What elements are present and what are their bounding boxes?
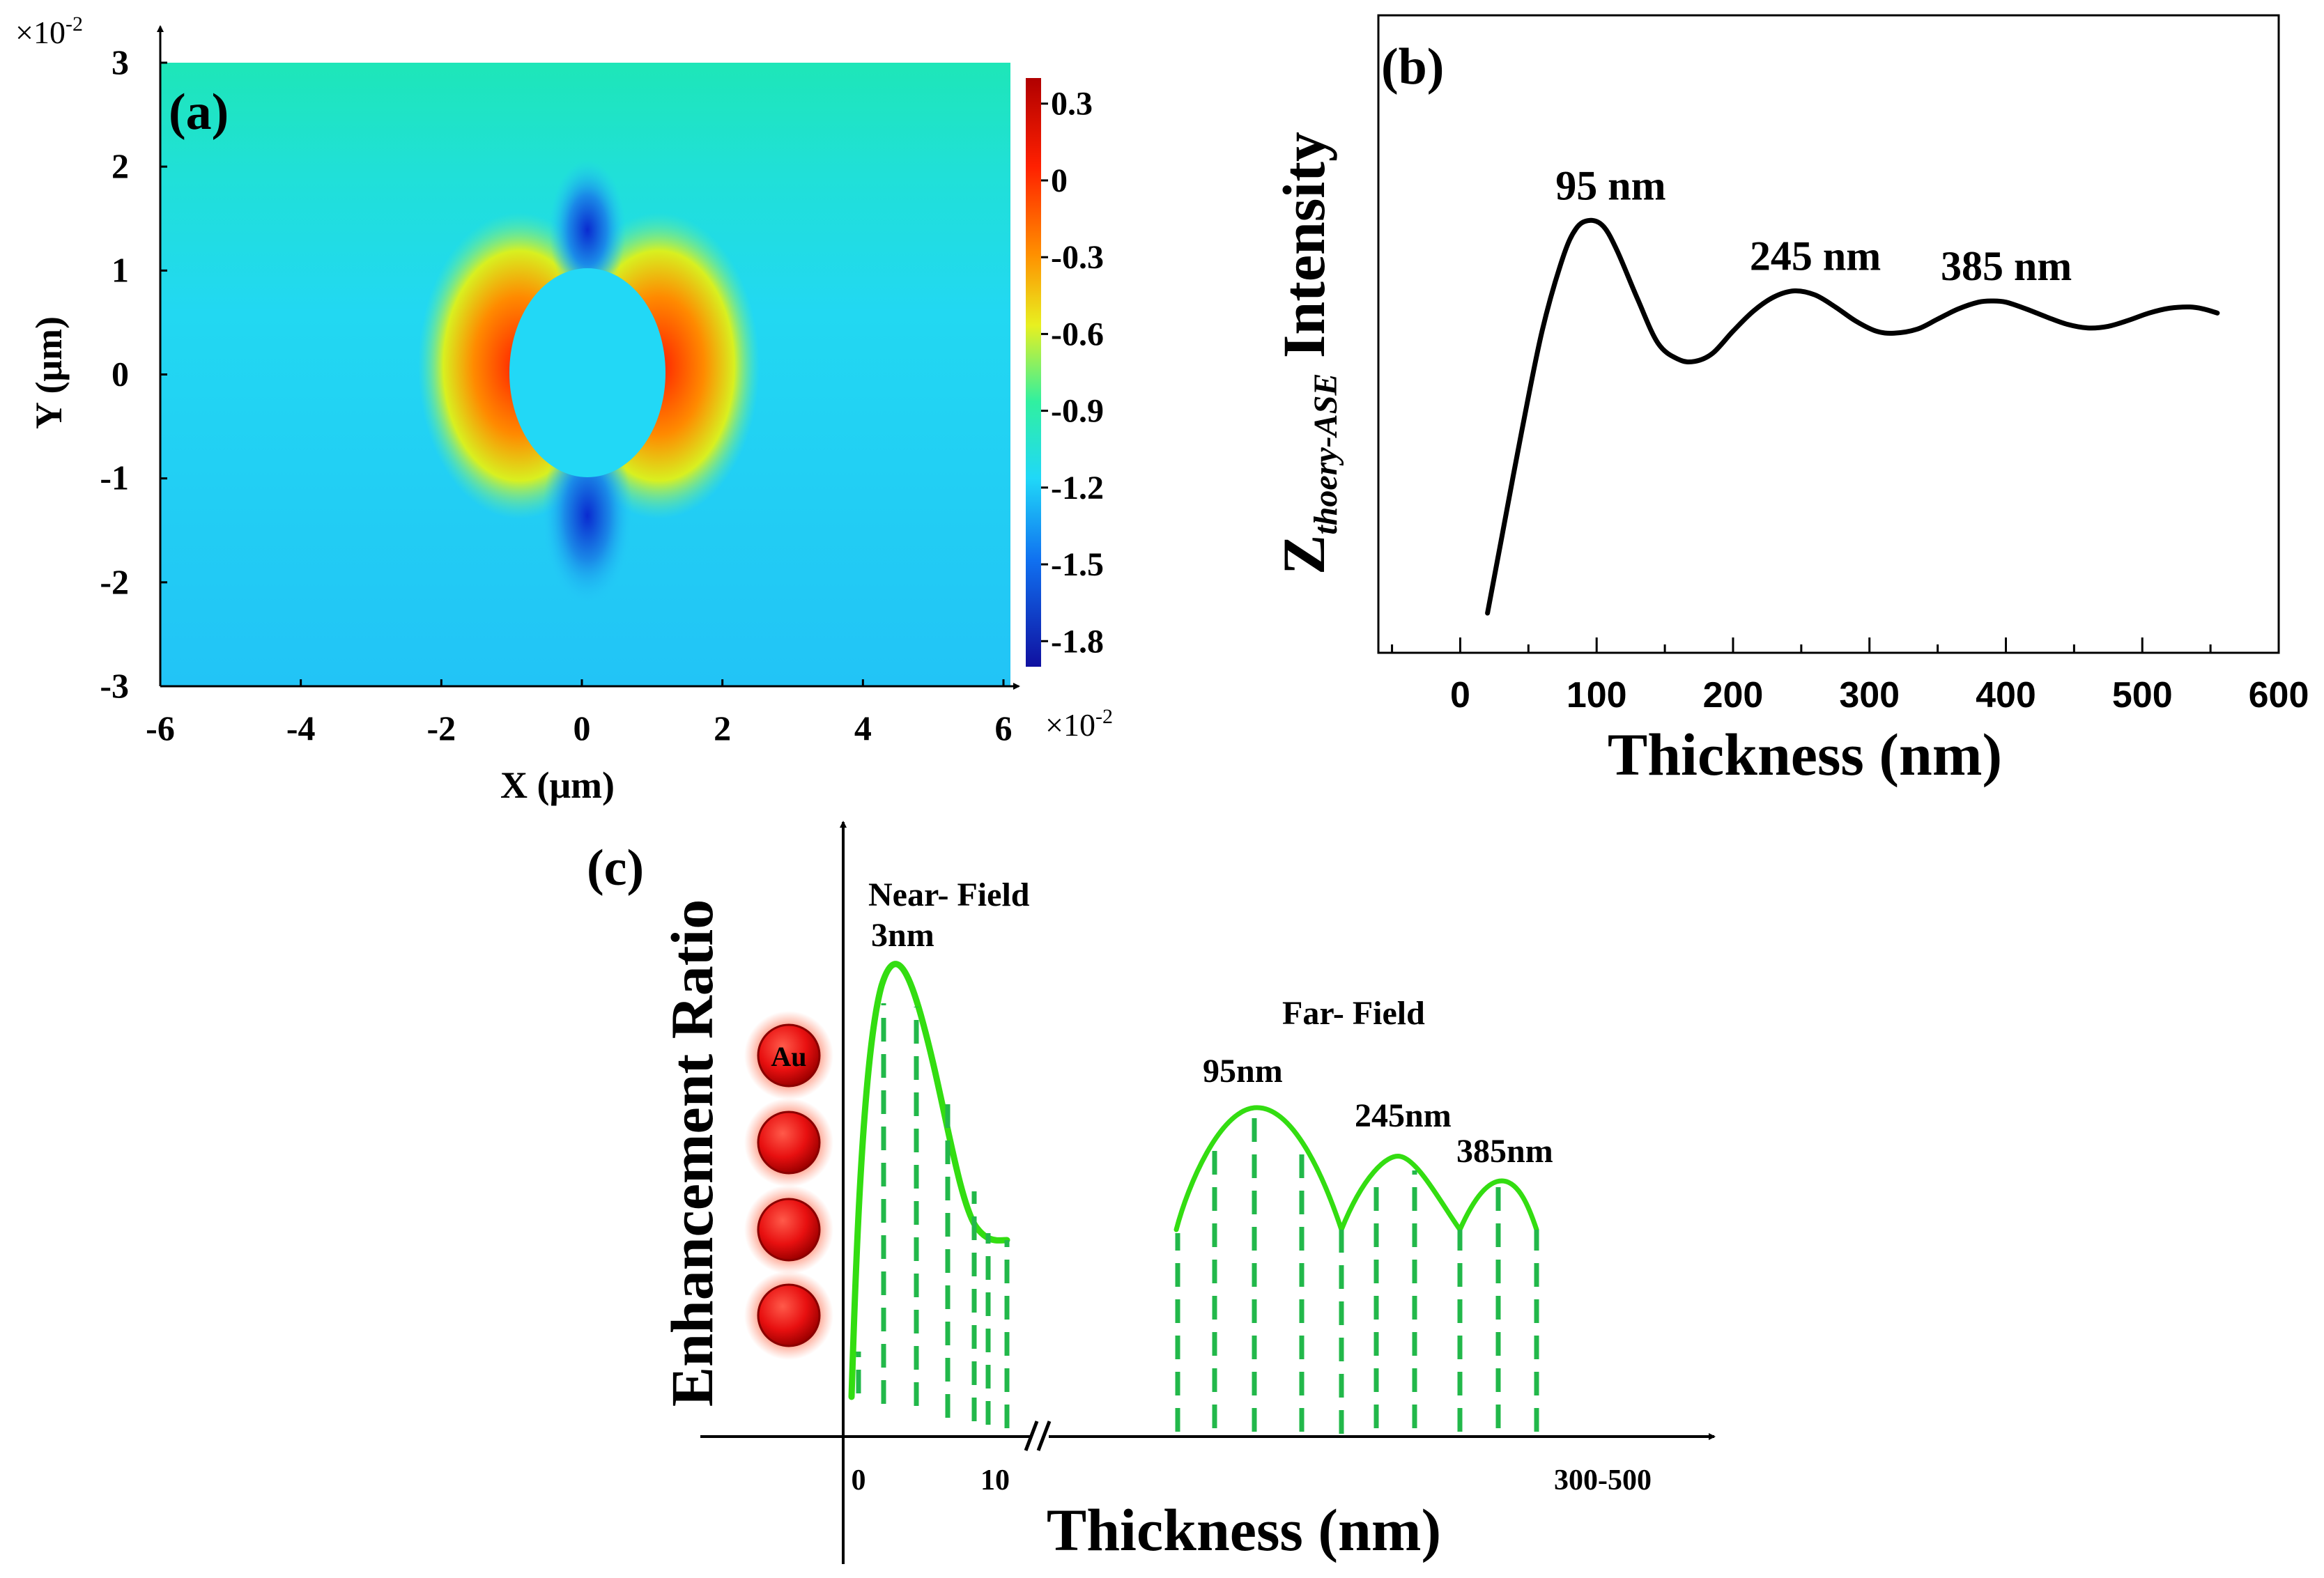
colorbar-tick-labels: 0.30-0.3-0.6-0.9-1.2-1.5-1.8×10-2 [1041, 86, 1104, 729]
near-field-peak-label: 3nm [871, 917, 934, 954]
far-field-peak-385: 385nm [1456, 1133, 1553, 1170]
colorbar-tick-label: 0 [1051, 162, 1068, 199]
line-chart-series [1485, 217, 2220, 616]
line-chart-x-tick-label: 500 [2112, 675, 2173, 715]
panel-b-line-chart: 0 100 200 300 400 500 600 95 nm 245 nm 385 nm Th… [1270, 14, 2309, 788]
schematic-tick-0: 0 [852, 1464, 866, 1496]
heatmap-x-tick-labels: -6 -4 -2 0 2 4 6 [146, 679, 1013, 748]
panel-c-schematic: Au Near- Field 3nm Far- Field 95nm 245nm… [587, 821, 1716, 1564]
au-particle [757, 1111, 821, 1175]
au-particle [757, 1198, 821, 1262]
heatmap-x-tick-label: -6 [146, 709, 175, 748]
near-field-title: Near- Field [868, 876, 1030, 913]
heatmap-x-tick-label: -4 [286, 709, 316, 748]
heatmap-x-tick-label: 6 [995, 709, 1013, 748]
far-field-peak-245: 245nm [1355, 1097, 1452, 1134]
heatmap-x-tick-label: 0 [574, 709, 591, 748]
au-particle [757, 1283, 821, 1347]
schematic-tick-10: 10 [980, 1464, 1010, 1496]
heatmap-lobes [418, 160, 760, 606]
gold-nanoparticles: Au [744, 1011, 833, 1360]
colorbar-tick-label: -1.5 [1051, 546, 1104, 583]
line-chart-annotation: 385 nm [1941, 243, 2072, 289]
line-chart-x-tick-label: 100 [1567, 675, 1627, 715]
line-chart-x-tick-label: 600 [2249, 675, 2309, 715]
schematic-tick-300-500: 300-500 [1554, 1464, 1652, 1496]
line-chart-x-label: Thickness (nm) [1608, 721, 2002, 788]
line-chart-x-tick-label: 300 [1839, 675, 1900, 715]
line-chart-x-tick-label: 0 [1450, 675, 1470, 715]
heatmap-x-tick-label: 4 [854, 709, 872, 748]
far-field-peak-95: 95nm [1203, 1053, 1283, 1090]
line-chart-frame [1377, 14, 2280, 654]
schematic-x-label: Thickness (nm) [1047, 1496, 1441, 1563]
far-field-curve [1173, 1105, 1539, 1237]
heatmap-y-tick-labels: 3 2 1 0 -1 -2 -3 [100, 42, 167, 705]
colorbar-multiplier-exp: -2 [1045, 706, 1063, 729]
panel-c-label: (c) [587, 840, 644, 897]
heatmap-y-tick-label: -3 [100, 666, 129, 705]
enhancement-dashed-lines [856, 1003, 1539, 1434]
colorbar-tick-label: -1.8 [1051, 623, 1104, 660]
heatmap-y-tick-label: 0 [111, 355, 129, 394]
heatmap-x-tick-label: -2 [427, 709, 456, 748]
line-chart-annotations: 95 nm 245 nm 385 nm [1555, 162, 2072, 289]
heatmap-y-tick-label: 2 [111, 146, 129, 185]
line-chart-x-ticks: 0 100 200 300 400 500 600 [1391, 637, 2309, 715]
colorbar-tick-label: -0.9 [1051, 393, 1104, 430]
heatmap-y-label: Y (μm) [28, 316, 70, 429]
heatmap-y-tick-label: 3 [111, 42, 129, 82]
heatmap-x-multiplier: ×10-2 [1045, 705, 1113, 743]
line-chart-x-tick-label: 200 [1703, 675, 1764, 715]
near-field-curve [848, 961, 1010, 1400]
heatmap-x-tick-label: 2 [714, 709, 731, 748]
heatmap-x-label: X (μm) [500, 764, 615, 806]
axis-break-marks [1024, 1421, 1052, 1451]
panel-a-label: (a) [169, 84, 229, 141]
schematic-y-label: Enhancement Ratio [659, 899, 725, 1407]
panel-b-label: (b) [1381, 38, 1444, 95]
colorbar-tick-label: 0.3 [1051, 86, 1093, 123]
colorbar-tick-label: -1.2 [1051, 470, 1104, 506]
colorbar [1026, 78, 1041, 667]
heatmap-y-tick-label: -2 [100, 562, 129, 601]
far-field-title: Far- Field [1282, 995, 1425, 1032]
heatmap-y-multiplier: ×10-2 [15, 13, 83, 50]
line-chart-x-tick-label: 400 [1976, 675, 2036, 715]
au-particle [757, 1023, 821, 1088]
colorbar-tick-label: -0.3 [1051, 239, 1104, 276]
heatmap-y-tick-label: 1 [111, 250, 129, 289]
au-label: Au [771, 1041, 806, 1072]
line-chart-annotation: 245 nm [1750, 233, 1881, 279]
colorbar-tick-label: -0.6 [1051, 316, 1104, 353]
line-chart-y-label: Zthoery-ASE Intensity [1270, 132, 1344, 575]
heatmap-y-tick-label: -1 [100, 458, 129, 497]
line-chart-annotation: 95 nm [1555, 162, 1665, 208]
